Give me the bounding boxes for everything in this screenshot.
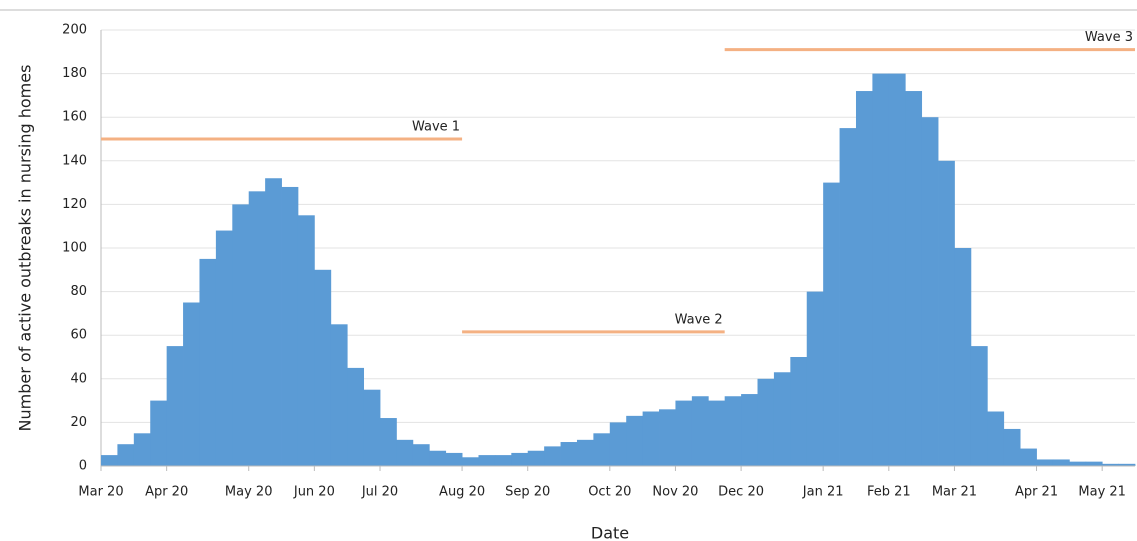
bar: [1118, 463, 1136, 466]
bar: [708, 400, 726, 466]
bar: [117, 444, 135, 466]
bar: [314, 269, 332, 466]
bar: [511, 452, 529, 466]
bar: [757, 378, 775, 466]
y-tick-label: 0: [79, 459, 87, 474]
bar: [527, 450, 545, 466]
bar: [970, 346, 988, 466]
y-tick-label: 100: [62, 241, 87, 256]
bar: [659, 409, 676, 466]
bar: [478, 455, 496, 466]
bar: [724, 396, 742, 466]
x-tick-label: Dec 20: [718, 485, 764, 500]
bar: [888, 73, 906, 466]
bar: [691, 396, 709, 466]
bar: [1102, 463, 1119, 466]
bar: [987, 411, 1005, 466]
x-tick-label: Apr 21: [1015, 485, 1058, 500]
bar: [626, 415, 644, 466]
x-axis-title: Date: [591, 524, 629, 541]
bar: [199, 258, 217, 466]
bar: [232, 204, 250, 466]
x-tick-label: Sep 20: [505, 485, 550, 500]
y-tick-label: 200: [62, 23, 87, 38]
y-tick-label: 180: [62, 66, 87, 81]
x-tick-label: Apr 20: [145, 485, 188, 500]
bar: [215, 230, 233, 466]
bar: [494, 455, 512, 466]
bar: [938, 160, 955, 467]
x-tick-label: Jan 21: [802, 485, 844, 500]
bar: [429, 450, 447, 466]
x-tick-label: Nov 20: [652, 485, 698, 500]
bar: [741, 394, 758, 466]
wave-label: Wave 2: [675, 312, 723, 327]
bar: [1069, 461, 1087, 466]
bar: [380, 418, 397, 466]
bar: [593, 433, 611, 466]
bar: [642, 411, 660, 466]
wave-label: Wave 1: [412, 120, 460, 135]
y-tick-label: 140: [62, 153, 87, 168]
x-tick-label: Jul 20: [361, 485, 398, 500]
bar: [954, 248, 972, 466]
y-tick-label: 40: [70, 371, 87, 386]
bar: [609, 422, 627, 466]
y-tick-label: 120: [62, 197, 87, 212]
bar: [872, 73, 890, 466]
y-axis-title: Number of active outbreaks in nursing ho…: [16, 65, 35, 432]
bar: [265, 178, 282, 467]
bar: [330, 324, 348, 466]
bar: [806, 291, 824, 466]
x-tick-label: Aug 20: [439, 485, 485, 500]
bar: [297, 215, 315, 466]
bar: [544, 446, 561, 466]
y-tick-label: 160: [62, 110, 87, 125]
bar: [790, 357, 808, 466]
bar: [133, 433, 151, 466]
x-tick-label: Jun 20: [293, 485, 335, 500]
bar: [1003, 428, 1021, 466]
bar: [823, 182, 840, 466]
bar: [576, 439, 594, 466]
bar: [363, 389, 381, 466]
bar: [166, 346, 184, 466]
bar: [1020, 448, 1037, 466]
bar: [248, 191, 266, 466]
bar: [396, 439, 414, 466]
bar: [855, 91, 873, 466]
bar: [101, 455, 118, 466]
bar: [462, 457, 479, 466]
bar: [150, 400, 168, 466]
x-tick-label: May 21: [1078, 485, 1126, 500]
x-tick-label: Oct 20: [588, 485, 631, 500]
bar: [1036, 459, 1054, 466]
x-tick-label: Mar 20: [78, 485, 123, 500]
bar: [773, 372, 791, 466]
y-tick-label: 80: [70, 284, 87, 299]
x-tick-label: Mar 21: [932, 485, 977, 500]
bar: [412, 444, 430, 466]
bar: [183, 302, 200, 466]
y-tick-label: 20: [70, 415, 87, 430]
bar: [839, 128, 857, 466]
bar: [445, 452, 463, 466]
bar: [1085, 461, 1103, 466]
bar: [560, 442, 578, 466]
y-tick-label: 60: [70, 328, 87, 343]
wave-label: Wave 3: [1085, 30, 1133, 45]
bar: [1052, 459, 1070, 466]
bar: [347, 367, 365, 466]
bar: [921, 117, 939, 466]
x-tick-label: Feb 21: [867, 485, 911, 500]
bar: [281, 186, 299, 466]
bar: [675, 400, 693, 466]
x-tick-label: May 20: [225, 485, 273, 500]
bar: [905, 91, 923, 466]
